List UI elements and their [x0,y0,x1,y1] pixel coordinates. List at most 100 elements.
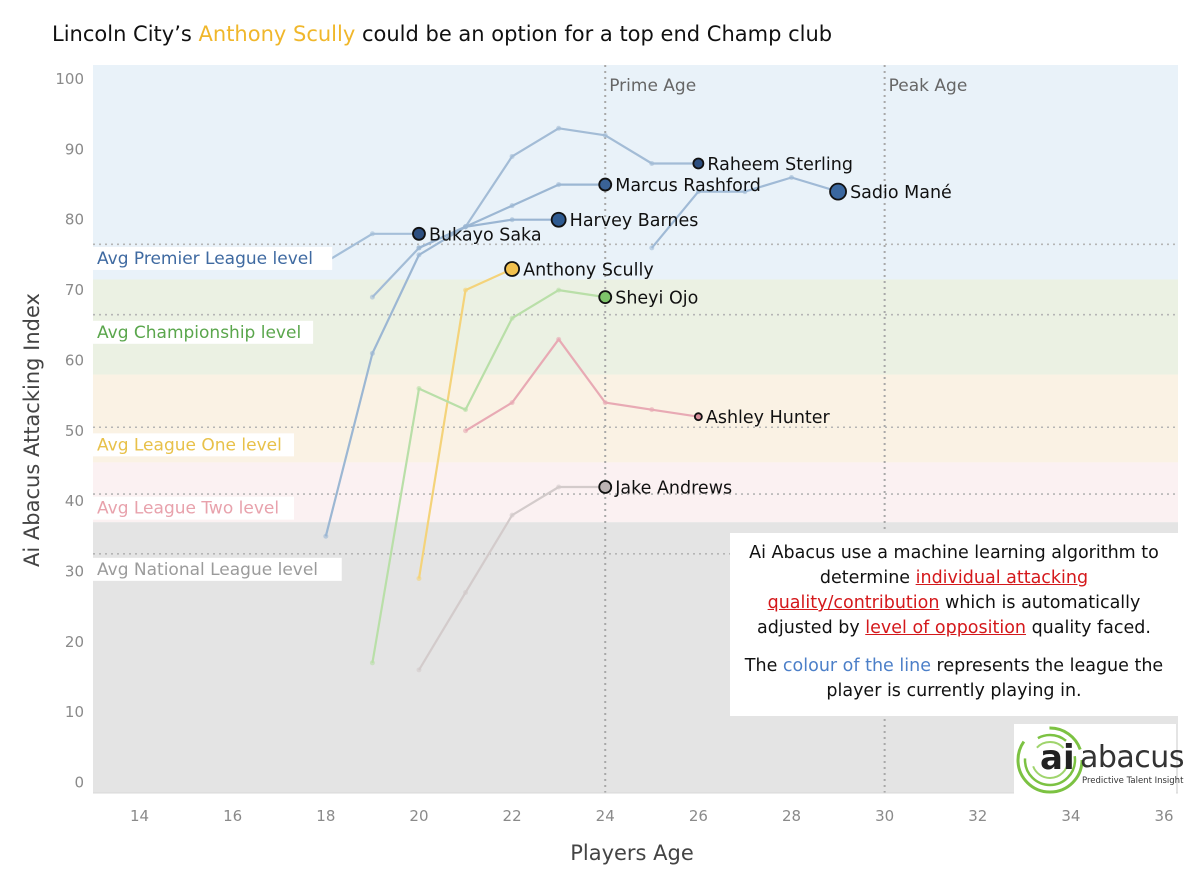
series-line-7 [464,338,699,432]
x-tick-label: 22 [503,807,522,825]
series-end-dot-0 [692,157,705,170]
series-point [416,386,422,392]
series-end-dot-8 [598,480,613,494]
band-label-bg [93,557,342,581]
band-label-bg [93,320,314,344]
series-end-dot-7 [693,412,703,422]
series-point [416,667,422,673]
series-end-dot-1 [598,177,613,192]
x-tick-label: 16 [223,807,242,825]
player-label-4: Bukayo Saka [429,225,542,245]
axes: 14 16 18 20 22 24 26 28 30 32 34 36 0 10 20 30 40 50 60 70… [20,70,1178,865]
logo-name: abacus [1080,740,1184,775]
y-ticks: 0 10 20 30 40 50 60 70 80 90 100 [55,70,84,791]
player-label-7: Ashley Hunter [706,408,831,428]
series-point [369,231,375,237]
series-point [416,575,422,581]
x-tick-label: 30 [875,807,894,825]
y-tick-label: 100 [55,70,84,88]
chart-title: Lincoln City’s Anthony Scully could be a… [52,22,832,46]
note-highlight-contribution: individual attacking quality/contributio… [767,568,1089,613]
y-tick-label: 50 [65,422,84,440]
player-series [323,125,847,673]
player-label-0: Raheem Sterling [707,155,853,175]
series-point [556,287,562,293]
title-suffix: could be an option for a top end Champ c… [355,22,833,46]
series-end-dot-4 [412,226,426,241]
series-point [695,189,701,195]
x-tick-label: 24 [596,807,615,825]
x-tick-label: 26 [689,807,708,825]
band-label-2: Avg League One level [97,435,282,455]
reference-label-0: Prime Age [609,76,696,96]
player-label-1: Marcus Rashford [615,176,761,196]
series-line-2 [418,218,559,249]
series-point [463,407,469,413]
series-point [509,217,515,223]
band-label-3: Avg League Two level [97,499,279,519]
title-prefix: Lincoln City’s [52,22,199,46]
y-axis-title: Ai Abacus Attacking Index [20,293,44,567]
series-point [509,153,515,159]
logo-tagline: Predictive Talent Insight [1082,776,1184,786]
player-label-6: Sheyi Ojo [615,289,698,309]
note-highlight-opposition: level of opposition [865,618,1027,638]
series-point [788,175,794,181]
x-tick-label: 14 [130,807,149,825]
player-label-2: Harvey Barnes [570,211,699,231]
series-point [369,660,375,666]
series-point [463,287,469,293]
logo-mark: ai [1040,738,1075,778]
series-point [509,512,515,518]
series-end-dot-5 [504,261,520,277]
note-paragraph-1: Ai Abacus use a machine learning algorit… [740,541,1168,641]
y-tick-label: 80 [65,211,84,229]
series-point [556,182,562,188]
league-level-lines [93,243,1178,555]
player-label-5: Anthony Scully [523,260,654,280]
y-tick-label: 30 [65,562,84,580]
y-tick-label: 90 [65,140,84,158]
band-label-bg [93,246,333,270]
series-point [369,294,375,300]
band-label-bg [93,433,294,457]
series-point [369,350,375,356]
band-label-bg [93,496,294,520]
series-point [649,245,655,251]
series-end-dot-2 [550,211,567,228]
y-tick-label: 0 [74,773,84,791]
series-point [556,125,562,131]
methodology-note: Ai Abacus use a machine learning algorit… [730,533,1178,716]
y-tick-label: 40 [65,492,84,510]
series-point [556,484,562,490]
note-text: quality faced. [1026,618,1151,638]
series-point [463,224,469,230]
note-text: Ai Abacus use a machine learning algorit… [749,543,1159,588]
series-point [416,245,422,251]
y-tick-label: 20 [65,633,84,651]
x-axis-title: Players Age [570,841,694,865]
series-end-dot-6 [598,290,613,305]
x-tick-label: 32 [968,807,987,825]
series-point [509,315,515,321]
ai-abacus-logo: ai abacus Predictive Talent Insight [1014,724,1184,794]
player-label-3: Sadio Mané [850,183,952,203]
x-tick-label: 18 [316,807,335,825]
series-point [323,533,329,539]
x-tick-label: 28 [782,807,801,825]
series-end-dot-3 [829,182,847,201]
logo-rings-icon [1016,726,1084,794]
y-tick-label: 70 [65,281,84,299]
band-label-1: Avg Championship level [97,323,301,343]
x-tick-label: 34 [1061,807,1080,825]
note-text: which is automatically adjusted by [757,593,1141,638]
band-label-0: Avg Premier League level [97,249,313,269]
series-point [742,189,748,195]
series-point [463,590,469,596]
series-point [649,160,655,166]
series-point [509,203,515,209]
league-band-labels: Avg Premier League level Avg Championship… [93,246,342,581]
y-tick-label: 60 [65,351,84,369]
